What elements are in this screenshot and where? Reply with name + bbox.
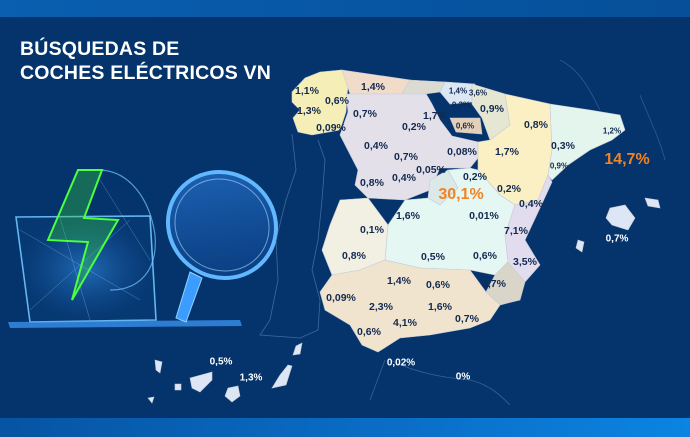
top-band xyxy=(0,0,690,17)
magnifying-glass-icon xyxy=(165,169,279,323)
region-value-jaen: 0,6% xyxy=(426,279,450,291)
region-value-ciudad-real: 0,5% xyxy=(421,251,445,263)
region-value-valladolid: 0,7% xyxy=(394,151,418,163)
region-value-huelva: 0,09% xyxy=(326,292,356,304)
region-value-cordoba: 1,4% xyxy=(387,275,411,287)
region-value-ourense: 0,09% xyxy=(316,122,346,134)
region-value-huesca: 0,8% xyxy=(524,119,548,131)
region-value-murcia: 3,7% xyxy=(482,278,506,290)
region-value-alicante: 3,5% xyxy=(513,256,537,268)
region-menorca xyxy=(644,197,661,209)
illustration xyxy=(8,169,279,328)
region-canarias-grancanaria xyxy=(224,385,241,403)
laptop-icon xyxy=(8,169,242,328)
region-value-lugo: 0,6% xyxy=(325,95,349,107)
region-value-cadiz: 0,6% xyxy=(357,326,381,338)
region-value-badajoz: 0,8% xyxy=(342,250,366,262)
region-value-baleares: 0,7% xyxy=(605,233,629,245)
region-value-girona: 1,2% xyxy=(602,126,622,136)
region-value-tenerife: 0,5% xyxy=(209,356,233,368)
region-value-ceuta: 0,02% xyxy=(386,357,416,369)
region-value-salamanca: 0,8% xyxy=(360,177,384,189)
region-castilla-leon xyxy=(339,91,479,201)
region-ibiza xyxy=(575,239,585,253)
region-value-avila: 0,4% xyxy=(392,172,416,184)
region-value-las-palmas: 1,3% xyxy=(239,372,263,384)
region-value-almeria: 0,7% xyxy=(455,313,479,325)
region-value-valencia: 7,1% xyxy=(504,225,528,237)
region-value-pontevedra: 1,3% xyxy=(297,105,321,117)
region-value-caceres: 0,1% xyxy=(360,224,384,236)
region-canarias-hierro xyxy=(147,396,155,404)
region-value-alava: 0,3% xyxy=(451,100,471,110)
region-value-gipuzkoa: 3,6% xyxy=(468,88,488,98)
region-value-palencia: 0,2% xyxy=(402,121,426,133)
region-value-castellon: 0,4% xyxy=(519,198,543,210)
bottom-band xyxy=(0,418,690,437)
region-value-guadalajara: 0,2% xyxy=(463,171,487,183)
region-la-rioja xyxy=(449,117,483,135)
region-value-soria: 0,08% xyxy=(447,146,477,158)
region-canarias-fuerteventura xyxy=(271,364,293,389)
region-value-melilla: 0% xyxy=(455,371,471,383)
region-mallorca xyxy=(605,204,636,231)
page-title: BÚSQUEDAS DE COCHES ELÉCTRICOS VN xyxy=(20,37,271,85)
region-value-cantabria-bizkaia: 1,4% xyxy=(448,86,468,96)
region-galicia xyxy=(291,69,349,136)
title-line-1: BÚSQUEDAS DE xyxy=(20,38,180,60)
region-value-teruel: 0,2% xyxy=(497,183,521,195)
region-value-segovia: 0,05% xyxy=(416,164,446,176)
region-canarias-tenerife xyxy=(189,371,213,393)
region-value-albacete: 0,6% xyxy=(473,250,497,262)
region-andalucia xyxy=(319,259,501,353)
region-value-cuenca: 0,01% xyxy=(469,210,499,222)
region-value-burgos: 1,7% xyxy=(423,110,447,122)
region-value-asturias: 1,4% xyxy=(361,81,385,93)
region-value-granada: 1,6% xyxy=(428,301,452,313)
region-canarias-lapalma xyxy=(154,359,163,374)
region-valencia xyxy=(504,174,553,283)
title-line-2: COCHES ELÉCTRICOS VN xyxy=(20,62,272,84)
region-value-barcelona: 14,7% xyxy=(604,151,650,168)
region-catalonia xyxy=(547,103,626,181)
region-value-lleida: 0,3% xyxy=(551,140,575,152)
region-value-toledo: 1,6% xyxy=(396,210,420,222)
region-canarias-gomera xyxy=(174,383,182,391)
region-value-zaragoza: 1,7% xyxy=(495,146,519,158)
region-value-madrid: 30,1% xyxy=(438,186,484,203)
region-value-malaga: 4,1% xyxy=(393,317,417,329)
lightning-bolt-icon xyxy=(46,169,120,301)
region-value-sevilla: 2,3% xyxy=(369,301,393,313)
region-value-navarra: 0,9% xyxy=(480,103,504,115)
region-value-zamora: 0,4% xyxy=(364,140,388,152)
region-value-leon: 0,7% xyxy=(353,108,377,120)
region-value-a-coruna: 1,1% xyxy=(295,85,319,97)
region-value-tarragona: 0,9% xyxy=(549,161,569,171)
region-value-la-rioja: 0,6% xyxy=(455,121,475,131)
region-canarias-lanzarote xyxy=(292,342,303,356)
